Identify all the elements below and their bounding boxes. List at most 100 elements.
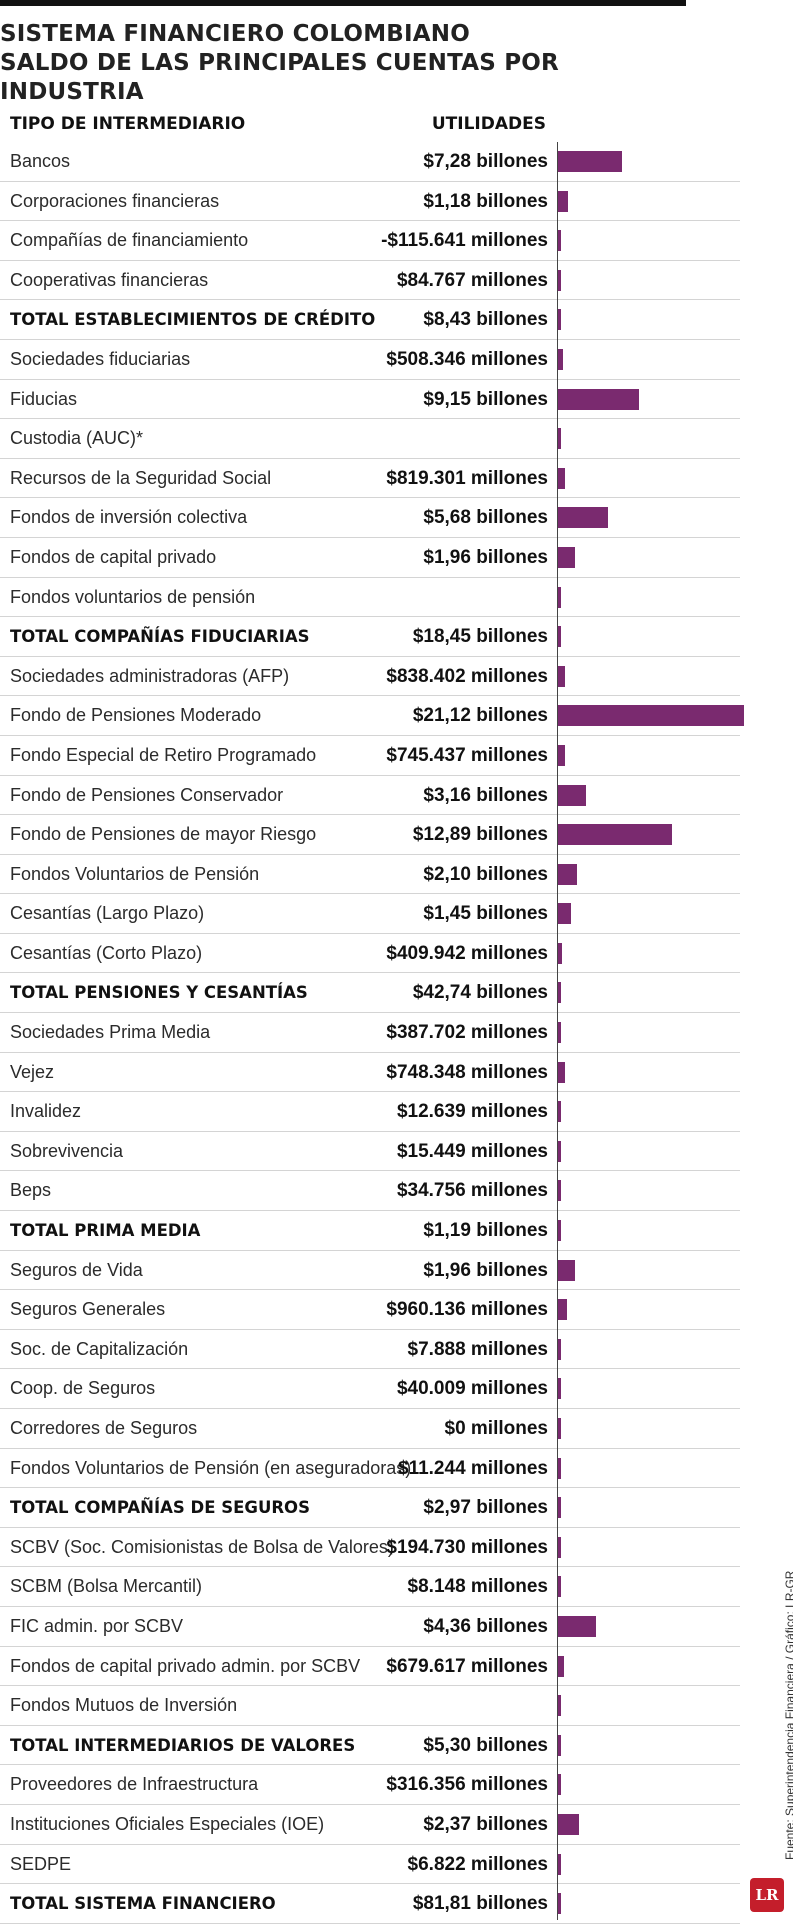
row-value: $7,28 billones (423, 151, 548, 172)
table-row: Sociedades administradoras (AFP) $838.402… (0, 657, 740, 697)
bar (558, 1022, 562, 1044)
total-row: TOTAL COMPAÑÍAS DE SEGUROS $2,97 billones (0, 1488, 740, 1528)
row-label: Sociedades administradoras (AFP) (10, 665, 290, 686)
row-value: -$115.641 millones (381, 230, 548, 252)
row-value: $748.348 millones (386, 1061, 548, 1083)
column-header-type: TIPO DE INTERMEDIARIO (10, 114, 246, 134)
bar (558, 1259, 576, 1281)
row-value: $194.730 millones (386, 1536, 548, 1558)
row-divider (0, 972, 740, 974)
row-label: Fiducias (10, 388, 78, 409)
row-label: Seguros de Vida (10, 1259, 143, 1280)
row-value: $960.136 millones (386, 1299, 548, 1321)
bar (558, 269, 561, 291)
row-divider (0, 1091, 740, 1093)
row-value: $7.888 millones (407, 1338, 548, 1360)
row-label: TOTAL PRIMA MEDIA (10, 1221, 201, 1241)
row-divider (0, 1249, 740, 1251)
table-row: Custodia (AUC)* (0, 419, 740, 459)
row-divider (0, 1843, 740, 1845)
bar-axis-line (557, 142, 558, 1920)
row-label: Fondo de Pensiones Moderado (10, 705, 262, 726)
row-value: $21,12 billones (412, 705, 548, 727)
row-value: $4,36 billones (423, 1615, 548, 1637)
bar (558, 151, 623, 172)
bar (558, 1655, 564, 1677)
table-row: Coop. de Seguros $40.009 millones (0, 1369, 740, 1409)
bar (558, 1813, 579, 1835)
row-value (300, 1686, 548, 1726)
row-value: $508.346 millones (386, 348, 548, 370)
row-value: $1,19 billones (423, 1220, 548, 1242)
row-label: SEDPE (10, 1853, 72, 1874)
row-divider (0, 1051, 740, 1053)
total-row: TOTAL COMPAÑÍAS FIDUCIARIAS $18,45 billon… (0, 617, 740, 657)
row-divider (0, 536, 740, 538)
bar (558, 784, 586, 806)
bar (558, 1101, 561, 1123)
table-row: SCBV (Soc. Comisionistas de Bolsa de Val… (0, 1528, 740, 1568)
column-header-utilities: UTILIDADES (431, 114, 546, 134)
table-row: Soc. de Capitalización $7.888 millones (0, 1330, 740, 1370)
bar (558, 388, 639, 410)
table-row: Bancos $7,28 billones (0, 142, 740, 182)
bar (558, 824, 672, 846)
row-value: $1,96 billones (423, 546, 548, 568)
bar (558, 1576, 561, 1598)
row-divider (0, 1724, 740, 1726)
row-value: $316.356 millones (386, 1774, 548, 1796)
row-label: Proveedores de Infraestructura (10, 1774, 259, 1795)
row-label: TOTAL COMPAÑÍAS DE SEGUROS (10, 1498, 310, 1518)
row-value: $819.301 millones (386, 467, 548, 489)
row-divider (0, 1012, 740, 1014)
row-label: Custodia (AUC)* (10, 428, 144, 449)
row-divider (0, 814, 740, 816)
row-divider (0, 1566, 740, 1568)
table-row: Fiducias $9,15 billones (0, 380, 740, 420)
table-row: Fondo de Pensiones Conservador $3,16 bill… (0, 776, 740, 816)
table-row: Fondos de capital privado admin. por SCB… (0, 1647, 740, 1687)
row-value: $745.437 millones (386, 744, 548, 766)
table-row: Fondos de capital privado $1,96 billones (0, 538, 740, 578)
row-value: $679.617 millones (386, 1655, 548, 1677)
row-divider (0, 1447, 740, 1449)
row-label: Sociedades Prima Media (10, 1022, 211, 1043)
row-label: TOTAL COMPAÑÍAS FIDUCIARIAS (10, 627, 310, 647)
row-value: $8.148 millones (407, 1576, 548, 1598)
row-label: Fondos de capital privado (10, 546, 217, 567)
total-row: TOTAL PRIMA MEDIA $1,19 billones (0, 1211, 740, 1251)
bar (558, 1180, 561, 1202)
row-label: Sobrevivencia (10, 1140, 124, 1161)
row-label: Fondos Voluntarios de Pensión (en asegur… (10, 1457, 412, 1478)
table-row: SCBM (Bolsa Mercantil) $8.148 millones (0, 1567, 740, 1607)
row-value: $838.402 millones (386, 665, 548, 687)
row-divider (0, 1685, 740, 1687)
row-label: TOTAL SISTEMA FINANCIERO (10, 1894, 276, 1914)
table-row: Fondo de Pensiones de mayor Riesgo $12,89… (0, 815, 740, 855)
bar (558, 1893, 561, 1915)
row-label: Cooperativas financieras (10, 269, 209, 290)
bar (558, 1418, 561, 1439)
row-label: Instituciones Oficiales Especiales (IOE) (10, 1813, 325, 1834)
row-value (300, 578, 548, 618)
bar (558, 705, 744, 727)
row-label: FIC admin. por SCBV (10, 1615, 184, 1636)
row-value: $12.639 millones (396, 1101, 548, 1123)
row-label: Corporaciones financieras (10, 190, 220, 211)
table-row: Fondo de Pensiones Moderado $21,12 billon… (0, 696, 744, 736)
row-value: $6.822 millones (407, 1853, 548, 1875)
table-row: Fondo Especial de Retiro Programado $745.… (0, 736, 740, 776)
row-divider (0, 1408, 740, 1409)
bar (558, 428, 561, 450)
row-divider (0, 576, 740, 578)
row-divider (0, 695, 740, 697)
bar (558, 348, 563, 370)
row-divider (0, 497, 740, 499)
row-divider (0, 299, 740, 301)
row-value: $11.244 millones (398, 1457, 548, 1479)
row-label: Soc. de Capitalización (10, 1338, 189, 1359)
row-divider (0, 1487, 740, 1489)
row-value: $387.702 millones (386, 1022, 548, 1044)
bar (558, 507, 608, 529)
bar (558, 744, 565, 766)
